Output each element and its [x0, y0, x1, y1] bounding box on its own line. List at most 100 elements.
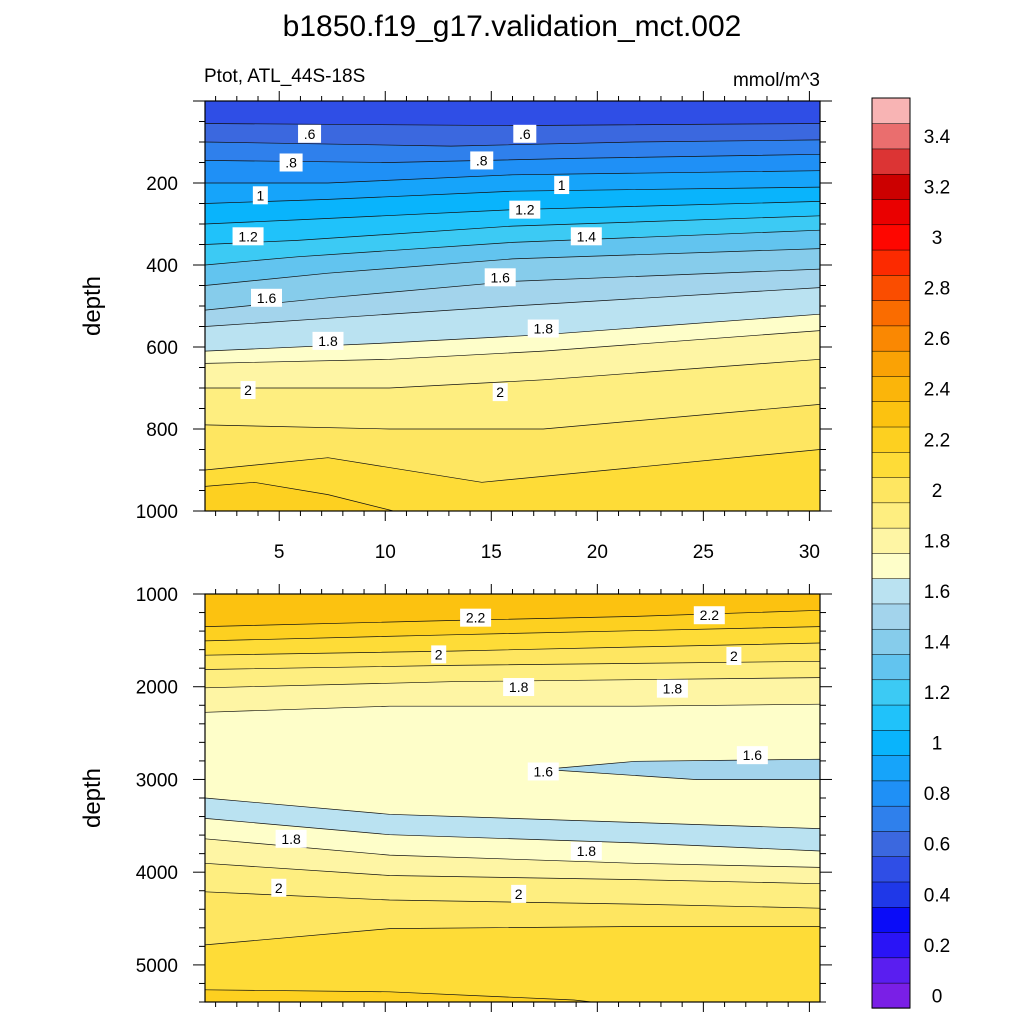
contour-line: [205, 229, 820, 266]
contour-line: [205, 170, 820, 184]
contour-line: [205, 358, 820, 389]
contour-line: [205, 313, 820, 352]
contour-band: [205, 449, 820, 511]
contour-label: 2.2: [693, 606, 725, 625]
colorbar-swatch: [871, 249, 911, 276]
colorbar-swatch: [871, 704, 911, 731]
y-tick-label: 3000: [136, 770, 178, 791]
colorbar-swatch: [871, 325, 911, 352]
contour-line: [205, 818, 820, 852]
contour-label: 1.4: [570, 227, 602, 246]
svg-text:1.6: 1.6: [490, 269, 510, 285]
contour-label: 1.8: [312, 331, 344, 350]
colorbar-swatch: [871, 578, 911, 605]
contour-label: 1.6: [484, 268, 516, 287]
svg-text:1.6: 1.6: [743, 747, 763, 763]
svg-text:2.2: 2.2: [466, 610, 486, 626]
contour-line: [205, 703, 820, 713]
colorbar-label: 2.2: [924, 430, 950, 451]
colorbar-swatch: [871, 653, 911, 681]
contour-line: [205, 609, 820, 627]
colorbar-swatch: [871, 906, 911, 933]
colorbar-swatch: [871, 426, 911, 453]
colorbar-swatch: [871, 527, 911, 554]
colorbar-swatch: [871, 274, 911, 301]
contour-line: [205, 481, 396, 511]
svg-text:1.4: 1.4: [577, 228, 597, 244]
contour-line: [205, 677, 820, 689]
contour-label: 2: [511, 884, 527, 903]
svg-text:.8: .8: [285, 155, 297, 171]
contour-label: 1.8: [570, 842, 602, 861]
colorbar-swatch: [871, 148, 911, 175]
contour-label: 2: [726, 647, 742, 666]
colorbar-swatch: [871, 224, 911, 251]
colorbar-swatch: [871, 476, 911, 504]
colorbar-swatch: [871, 780, 911, 807]
colorbar-label: 1.4: [924, 632, 951, 653]
svg-text:1.8: 1.8: [281, 831, 301, 847]
colorbar-label: 1.6: [924, 582, 950, 603]
contour-line: [205, 123, 820, 126]
variable-label: Ptot, ATL_44S-18S: [204, 66, 365, 87]
colorbar-swatch: [871, 982, 911, 1009]
svg-text:1.8: 1.8: [534, 321, 554, 337]
colorbar-swatch: [871, 350, 911, 377]
x-tick-label: 10: [375, 542, 396, 563]
svg-text:2: 2: [496, 384, 504, 400]
contour-line: [205, 287, 820, 327]
svg-text:2: 2: [275, 880, 283, 896]
contour-label: 1.8: [527, 319, 559, 338]
contour-band: [205, 482, 394, 511]
colorbar-label: 2: [932, 481, 943, 502]
contour-line: [205, 989, 596, 1002]
svg-text:.6: .6: [519, 126, 531, 142]
colorbar-swatch: [871, 856, 911, 883]
colorbar-label: 3.2: [924, 177, 950, 198]
contour-line: [205, 626, 820, 642]
svg-text:1.2: 1.2: [515, 202, 535, 218]
svg-text:.6: .6: [304, 126, 316, 142]
svg-text:2: 2: [435, 646, 443, 662]
colorbar-swatch: [871, 401, 911, 428]
contour-label: 1.8: [275, 829, 307, 848]
units-label: mmol/m^3: [733, 70, 820, 91]
colorbar-frame: [871, 97, 911, 1009]
y-tick-label: 600: [146, 338, 178, 359]
y-tick-label: 800: [146, 420, 178, 441]
svg-text:1.8: 1.8: [318, 333, 338, 349]
y-tick-label: 4000: [136, 863, 178, 884]
colorbar-swatch: [871, 299, 911, 327]
colorbar-label: 1.8: [924, 531, 950, 552]
contour-line: [205, 330, 820, 364]
svg-text:1.8: 1.8: [577, 843, 597, 859]
contour-label: 1.6: [251, 288, 282, 307]
contour-label: .6: [298, 124, 322, 143]
svg-text:1.6: 1.6: [257, 290, 277, 306]
svg-text:2: 2: [244, 382, 252, 398]
contour-label: 1.6: [527, 762, 559, 781]
contour-line: [205, 201, 820, 225]
colorbar-label: 2.6: [924, 329, 950, 350]
contour-line: [205, 862, 820, 885]
colorbar-swatch: [871, 830, 911, 857]
colorbar-swatch: [871, 173, 911, 200]
y-tick-label: 1000: [136, 502, 178, 523]
svg-text:2: 2: [515, 886, 523, 902]
colorbar-swatch: [871, 881, 911, 908]
contour-label: 1.8: [656, 679, 688, 698]
colorbar-swatch: [871, 931, 911, 959]
contour-line: [205, 797, 820, 829]
colorbar-label: 1.2: [924, 683, 950, 704]
contour-label: 1.6: [736, 746, 768, 765]
contour-label: 1.2: [509, 200, 541, 219]
colorbar-swatch: [871, 628, 911, 655]
svg-text:1.2: 1.2: [238, 228, 258, 244]
x-tick-label: 25: [693, 542, 714, 563]
y-tick-label: 2000: [136, 678, 178, 699]
x-tick-label: 5: [274, 542, 285, 563]
colorbar-swatch: [871, 805, 911, 832]
contour-line: [205, 248, 820, 286]
colorbar-swatch: [871, 552, 911, 579]
